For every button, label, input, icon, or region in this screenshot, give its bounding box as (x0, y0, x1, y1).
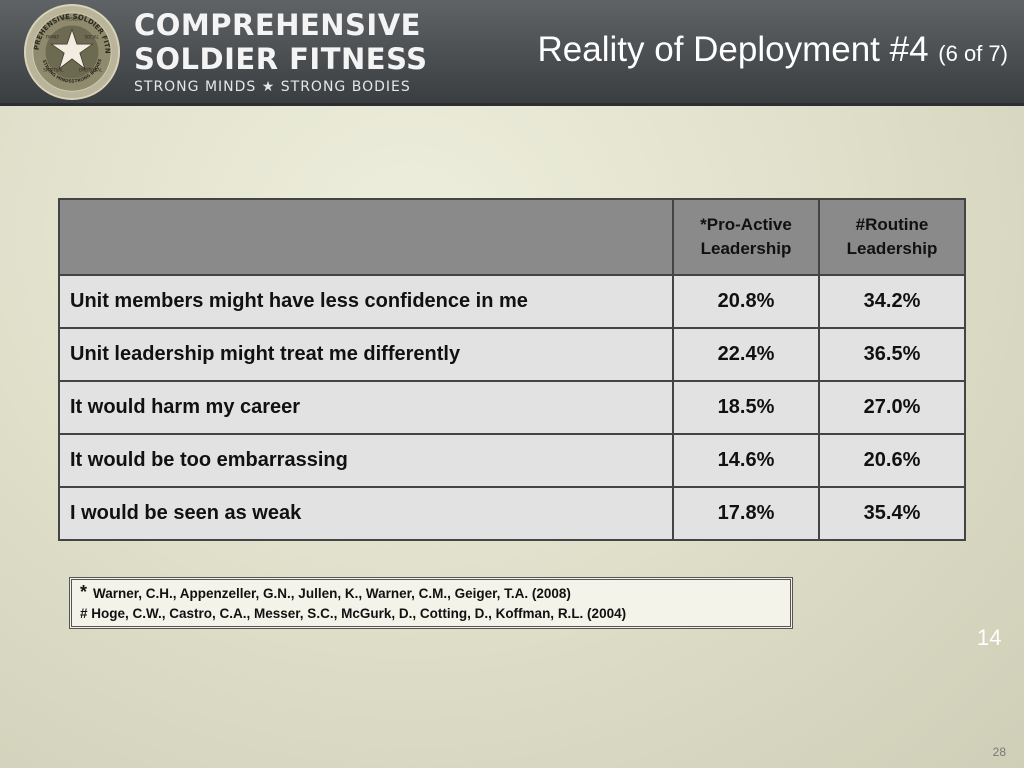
page-number: 28 (992, 745, 1006, 759)
header-bar: COMPREHENSIVE SOLDIER FITNESS PHYSICAL F… (0, 0, 1024, 106)
routine-value: 20.6% (818, 433, 966, 488)
routine-value: 35.4% (818, 486, 966, 541)
seal-emotional-text: EMOTIONAL (79, 68, 103, 73)
header-cell-routine: #Routine Leadership (818, 198, 966, 276)
proactive-value: 18.5% (672, 380, 820, 435)
reference-marker: * (80, 582, 88, 602)
table-row: Unit members might have less confidence … (58, 274, 966, 329)
brand-line-1: COMPREHENSIVE (134, 8, 421, 42)
header-cell-proactive: *Pro-Active Leadership (672, 198, 820, 276)
proactive-value: 20.8% (672, 274, 820, 329)
seal-family-text: FAMILY (46, 34, 60, 39)
slide-title: Reality of Deployment #4 (6 of 7) (538, 30, 1008, 70)
header-routine-label: #Routine Leadership (846, 215, 938, 258)
proactive-value: 14.6% (672, 433, 820, 488)
reference-line-1: * Warner, C.H., Appenzeller, G.N., Jullen… (80, 582, 784, 604)
reference-line-2: # Hoge, C.W., Castro, C.A., Messer, S.C.… (80, 606, 627, 621)
table-row: It would harm my career 18.5% 27.0% (58, 380, 966, 435)
reference-text-1: Warner, C.H., Appenzeller, G.N., Jullen,… (93, 586, 571, 601)
table-header-row: *Pro-Active Leadership #Routine Leadersh… (58, 198, 966, 276)
proactive-value: 17.8% (672, 486, 820, 541)
row-label: It would harm my career (58, 380, 674, 435)
brand-tagline: STRONG MINDS ★ STRONG BODIES (134, 79, 411, 95)
table-row: It would be too embarrassing 14.6% 20.6% (58, 433, 966, 488)
brand-wordmark: COMPREHENSIVE SOLDIER FITNESS STRONG MIN… (134, 8, 428, 95)
routine-value: 34.2% (818, 274, 966, 329)
results-table: *Pro-Active Leadership #Routine Leadersh… (58, 198, 966, 541)
csf-seal-logo: COMPREHENSIVE SOLDIER FITNESS PHYSICAL F… (22, 3, 121, 101)
table-row: I would be seen as weak 17.8% 35.4% (58, 486, 966, 541)
header-cell-blank (58, 198, 674, 276)
slide-title-sub: (6 of 7) (938, 41, 1008, 66)
header-proactive-label: *Pro-Active Leadership (700, 215, 792, 258)
row-label: Unit leadership might treat me different… (58, 327, 674, 382)
references-box: * Warner, C.H., Appenzeller, G.N., Jullen… (69, 577, 793, 629)
row-label: It would be too embarrassing (58, 433, 674, 488)
seal-spiritual-text: SPIRITUAL (43, 68, 64, 73)
brand-line-2: SOLDIER FITNESS (134, 42, 428, 76)
table-row: Unit leadership might treat me different… (58, 327, 966, 382)
slide-number-overlay: 14 (977, 625, 1002, 650)
seal-social-text: SOCIAL (84, 34, 99, 39)
row-label: Unit members might have less confidence … (58, 274, 674, 329)
slide-title-main: Reality of Deployment #4 (537, 30, 929, 69)
row-label: I would be seen as weak (58, 486, 674, 541)
seal-physical-text: PHYSICAL (63, 17, 83, 22)
routine-value: 27.0% (818, 380, 966, 435)
routine-value: 36.5% (818, 327, 966, 382)
proactive-value: 22.4% (672, 327, 820, 382)
